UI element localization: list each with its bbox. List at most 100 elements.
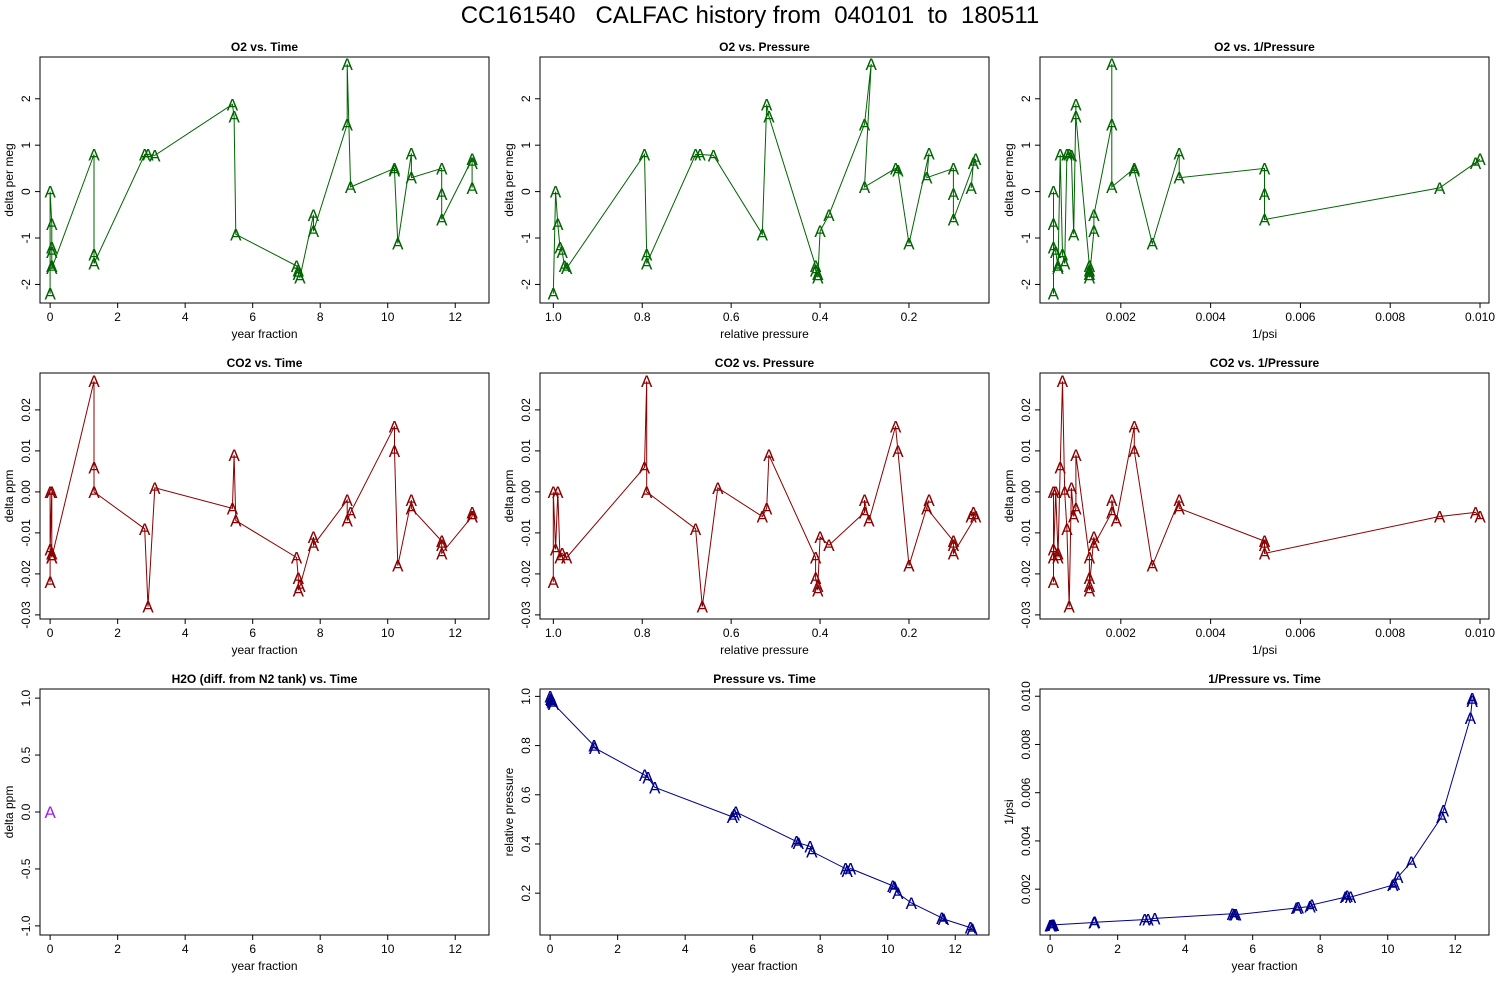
- x-tick-label: 8: [317, 626, 324, 640]
- data-point: A: [1147, 235, 1159, 254]
- data-point: A: [139, 520, 151, 539]
- y-tick-label: 0.00: [1019, 480, 1033, 504]
- y-tick-label: -1: [519, 232, 533, 243]
- data-point: A: [866, 55, 878, 74]
- x-tick-label: 1.0: [545, 626, 562, 640]
- y-tick-label: -0.03: [519, 601, 533, 629]
- y-tick-label: 0.0: [19, 803, 33, 820]
- data-point: A: [142, 145, 154, 164]
- data-point: A: [690, 520, 702, 539]
- data-point: A: [948, 536, 960, 555]
- y-tick-label: 0.006: [1019, 777, 1033, 807]
- data-point: A: [1259, 159, 1271, 178]
- data-point: A: [1088, 913, 1100, 932]
- data-point: A: [1048, 285, 1060, 304]
- data-point: A: [342, 491, 354, 510]
- data-point: A: [791, 833, 803, 852]
- data-point: A: [1059, 483, 1071, 502]
- data-point: A: [1084, 581, 1096, 600]
- data-point: A: [345, 178, 357, 197]
- y-tick-label: 1.0: [19, 689, 33, 706]
- x-tick-label: 0.2: [901, 626, 918, 640]
- data-point: A: [1048, 483, 1060, 502]
- y-tick-label: 2: [19, 95, 33, 102]
- data-point: A: [1474, 150, 1486, 169]
- data-point: A: [308, 206, 320, 225]
- data-point: A: [812, 577, 824, 596]
- data-point: A: [1046, 916, 1058, 935]
- data-point: A: [88, 483, 100, 502]
- y-axis-label: delta per meg: [1002, 143, 1016, 216]
- panel-h2o-time: H2O (diff. from N2 tank) vs. Time 0 2 4 6 8 10…: [2, 672, 490, 973]
- x-tick-label: 0.8: [634, 626, 651, 640]
- data-point: A: [938, 910, 950, 929]
- data-point: A: [561, 549, 573, 568]
- data-point: A: [1064, 598, 1076, 617]
- x-tick-label: 0: [1047, 942, 1054, 956]
- data-point: A: [466, 150, 478, 169]
- figure-title: CC161540 CALFAC history from 040101 to 1…: [460, 2, 1040, 29]
- data-point: A: [1342, 887, 1354, 906]
- plot-frame: [539, 56, 990, 304]
- x-tick-label: 12: [449, 310, 463, 324]
- data-point: A: [639, 766, 651, 785]
- data-point: A: [823, 536, 835, 555]
- y-tick-label: 0.02: [519, 398, 533, 422]
- data-point: A: [44, 803, 56, 822]
- data-point: A: [1259, 210, 1271, 229]
- data-point: A: [392, 235, 404, 254]
- data-point: A: [466, 154, 478, 173]
- data-point: A: [1470, 154, 1482, 173]
- y-axis-label: relative pressure: [502, 767, 516, 856]
- data-point: A: [1304, 898, 1316, 917]
- panel-title: CO2 vs. Pressure: [715, 356, 815, 370]
- plot-frame: [1039, 372, 1490, 620]
- data-point: A: [641, 372, 653, 391]
- y-tick-label: -2: [19, 279, 33, 290]
- y-tick-label: 0: [519, 188, 533, 195]
- y-tick-label: 0.010: [1019, 681, 1033, 711]
- data-point: A: [859, 178, 871, 197]
- data-point: A: [793, 834, 805, 853]
- data-point: A: [1055, 458, 1067, 477]
- data-point: A: [436, 185, 448, 204]
- data-point: A: [1227, 905, 1239, 924]
- data-point: A: [1406, 853, 1418, 872]
- x-tick-label: 0: [547, 942, 554, 956]
- data-point: A: [345, 503, 357, 522]
- y-tick-label: 0: [19, 188, 33, 195]
- data-point: A: [1088, 206, 1100, 225]
- series-line: [549, 696, 973, 930]
- y-tick-label: 0.01: [19, 439, 33, 463]
- y-tick-label: 1: [1019, 142, 1033, 149]
- panel-title: Pressure vs. Time: [713, 672, 816, 686]
- data-point: A: [639, 145, 651, 164]
- data-point: A: [890, 159, 902, 178]
- data-point: A: [308, 536, 320, 555]
- data-point: A: [293, 569, 305, 588]
- data-point: A: [1068, 225, 1080, 244]
- data-point: A: [1106, 115, 1118, 134]
- data-point: A: [46, 549, 58, 568]
- data-point: A: [1106, 55, 1118, 74]
- data-point: A: [88, 145, 100, 164]
- y-tick-label: -0.01: [19, 519, 33, 547]
- data-point: A: [1129, 442, 1141, 461]
- data-point: A: [890, 417, 902, 436]
- data-point: A: [389, 159, 401, 178]
- data-point: A: [46, 215, 58, 234]
- data-point: A: [46, 549, 58, 568]
- x-tick-label: 8: [1317, 942, 1324, 956]
- data-point: A: [88, 372, 100, 391]
- data-point: A: [548, 695, 560, 714]
- data-point: A: [44, 573, 56, 592]
- data-point: A: [761, 499, 773, 518]
- y-tick-label: 1: [519, 142, 533, 149]
- plot-frame: [1039, 688, 1490, 936]
- data-point: A: [649, 778, 661, 797]
- panel-title: O2 vs. 1/Pressure: [1214, 40, 1315, 54]
- data-point: A: [44, 285, 56, 304]
- y-tick-label: 0.00: [19, 480, 33, 504]
- plot-frame: [39, 56, 490, 304]
- data-point: A: [294, 268, 306, 287]
